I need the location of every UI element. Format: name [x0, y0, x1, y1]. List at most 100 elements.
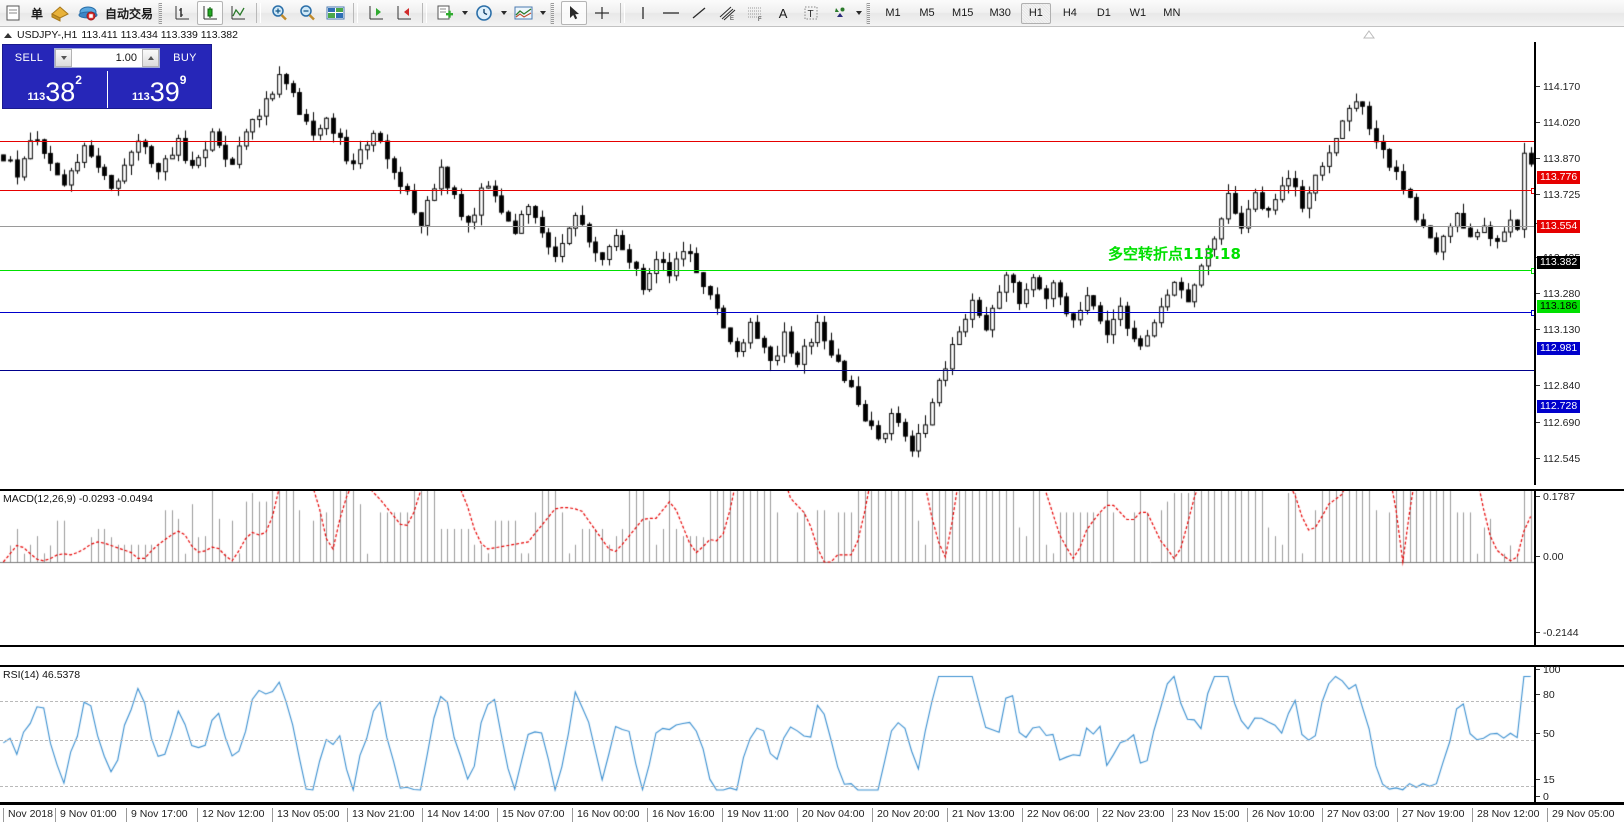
zoom-in-button[interactable] — [266, 1, 292, 25]
bar-chart-button[interactable] — [169, 1, 195, 25]
crosshair-button[interactable] — [589, 1, 615, 25]
candlestick-icon — [203, 6, 218, 20]
price-scale[interactable]: 114.170114.020113.870113.725113.575113.4… — [1536, 42, 1624, 520]
new-order-label: 单 — [31, 6, 44, 21]
text-label-button[interactable]: T — [798, 1, 824, 25]
horizontal-line-button[interactable] — [658, 1, 684, 25]
toolbar-grip-3[interactable] — [866, 2, 874, 24]
scale-tick: 50 — [1536, 728, 1620, 740]
collapse-triangle-icon[interactable] — [4, 32, 12, 38]
one-click-prices: 113 38 2 113 39 9 — [3, 71, 211, 108]
level-handle[interactable] — [1531, 188, 1534, 194]
time-axis-label: 9 Nov 17:00 — [126, 808, 188, 822]
resistance-line-113776[interactable] — [0, 141, 1534, 142]
chart-scroll-marker[interactable] — [1363, 30, 1375, 39]
buy-price[interactable]: 113 39 9 — [108, 71, 212, 108]
resistance-line-113554[interactable] — [0, 188, 1534, 194]
svg-text:F: F — [758, 17, 762, 22]
timeframe-m1[interactable]: M1 — [885, 7, 901, 19]
text-button[interactable]: A — [770, 1, 796, 25]
period-separator-button[interactable] — [471, 1, 497, 25]
timeframe-m15[interactable]: M15 — [952, 7, 974, 19]
time-axis-label: 16 Nov 00:00 — [571, 808, 640, 822]
volume-stepper[interactable]: 1.00 — [54, 48, 160, 68]
indicators-button[interactable] — [510, 1, 536, 25]
indicators-caret[interactable] — [537, 2, 548, 24]
main-toolbar: 单 自动交易 — [0, 0, 1624, 27]
timeframe-h1[interactable]: H1 — [1020, 2, 1051, 24]
pivot-line-113186[interactable] — [0, 268, 1534, 274]
time-axis-label: 22 Nov 06:00 — [1021, 808, 1090, 822]
equidistant-channel-button[interactable]: E — [714, 1, 740, 25]
sell-price[interactable]: 113 38 2 — [3, 71, 108, 108]
scale-tick: 112.840 — [1536, 380, 1620, 392]
one-click-trading-panel[interactable]: SELL 1.00 BUY 113 38 2 113 39 9 — [2, 44, 212, 109]
rsi-pane[interactable]: RSI(14) 46.5378 100 80 50 15 0 — [0, 664, 1624, 804]
trendline-button[interactable] — [686, 1, 712, 25]
support-line-112728[interactable] — [0, 370, 1534, 371]
auto-trading-icon — [78, 6, 98, 21]
line-chart-button[interactable] — [225, 1, 251, 25]
fibonacci-retracement-button[interactable]: F — [742, 1, 768, 25]
time-axis[interactable]: Nov 2018 9 Nov 01:00 9 Nov 17:00 12 Nov 12:… — [0, 804, 1624, 824]
time-axis-label: 12 Nov 12:00 — [196, 808, 265, 822]
timeframe-m5[interactable]: M5 — [919, 7, 935, 19]
timeframe-mn[interactable]: MN — [1163, 7, 1181, 19]
buy-button[interactable]: BUY — [173, 52, 197, 64]
macd-pane[interactable]: MACD(12,26,9) -0.0293 -0.0494 0.1787 0.00… — [0, 489, 1624, 647]
scale-tick: 80 — [1536, 689, 1620, 701]
price-tag: 113.554 — [1537, 220, 1581, 233]
macd-plot-area[interactable]: MACD(12,26,9) -0.0293 -0.0494 — [0, 491, 1534, 645]
templates-caret[interactable] — [459, 2, 470, 24]
level-handle[interactable] — [1531, 268, 1534, 274]
scale-tick: 0.1787 — [1536, 491, 1620, 503]
scale-tick: -0.2144 — [1536, 627, 1620, 639]
toolbar-grip-1[interactable] — [158, 2, 166, 24]
objects-button[interactable] — [826, 1, 852, 25]
macd-canvas — [0, 491, 1534, 645]
objects-caret[interactable] — [853, 2, 864, 24]
chart-shift-button[interactable] — [391, 1, 417, 25]
toolbar-separator-4 — [620, 3, 626, 23]
current-price-line[interactable] — [0, 226, 1534, 227]
volume-increase-button[interactable] — [142, 49, 159, 67]
timeframe-h4[interactable]: H4 — [1062, 7, 1077, 19]
period-separator-caret[interactable] — [498, 2, 509, 24]
buy-price-prefix: 113 — [132, 91, 150, 103]
macd-axis-line — [1534, 491, 1536, 645]
scale-tick: 113.870 — [1536, 153, 1620, 165]
templates-button[interactable] — [432, 1, 458, 25]
level-handle[interactable] — [1531, 310, 1534, 316]
time-axis-label: Nov 2018 — [3, 808, 53, 822]
rsi-plot-area[interactable]: RSI(14) 46.5378 — [0, 667, 1534, 802]
timeframe-w1[interactable]: W1 — [1129, 7, 1147, 19]
text-icon: A — [778, 5, 788, 21]
support-line-112981[interactable] — [0, 310, 1534, 316]
new-order-button[interactable] — [1, 1, 27, 25]
sell-button[interactable]: SELL — [14, 52, 44, 64]
expert-advisors-button[interactable] — [47, 1, 73, 25]
scale-tick: 113.725 — [1536, 189, 1620, 201]
toolbar-separator-1 — [256, 3, 262, 23]
auto-trading-button[interactable] — [75, 1, 101, 25]
auto-scroll-button[interactable] — [363, 1, 389, 25]
price-chart-pane[interactable]: 多空转折点113.18 114.170 114.020 113.870 113.725… — [0, 42, 1624, 520]
timeframe-d1[interactable]: D1 — [1096, 7, 1111, 19]
chart-annotation-text[interactable]: 多空转折点113.18 — [1108, 245, 1241, 263]
candlestick-chart-button[interactable] — [197, 1, 224, 25]
bar-chart-icon — [175, 6, 190, 20]
vertical-line-button[interactable] — [630, 1, 656, 25]
time-axis-label: 21 Nov 13:00 — [946, 808, 1015, 822]
zoom-out-button[interactable] — [294, 1, 320, 25]
volume-decrease-button[interactable] — [55, 49, 72, 67]
price-plot-area[interactable]: 多空转折点113.18 — [0, 42, 1534, 485]
buy-price-main: 39 — [149, 77, 180, 107]
cursor-button[interactable] — [561, 1, 588, 25]
window-tile-button[interactable] — [322, 1, 348, 25]
auto-scroll-icon — [369, 6, 384, 20]
volume-value[interactable]: 1.00 — [115, 52, 137, 64]
toolbar-grip-2[interactable] — [550, 2, 558, 24]
macd-indicator-label: MACD(12,26,9) -0.0293 -0.0494 — [3, 493, 153, 505]
timeframe-m30[interactable]: M30 — [989, 7, 1011, 19]
